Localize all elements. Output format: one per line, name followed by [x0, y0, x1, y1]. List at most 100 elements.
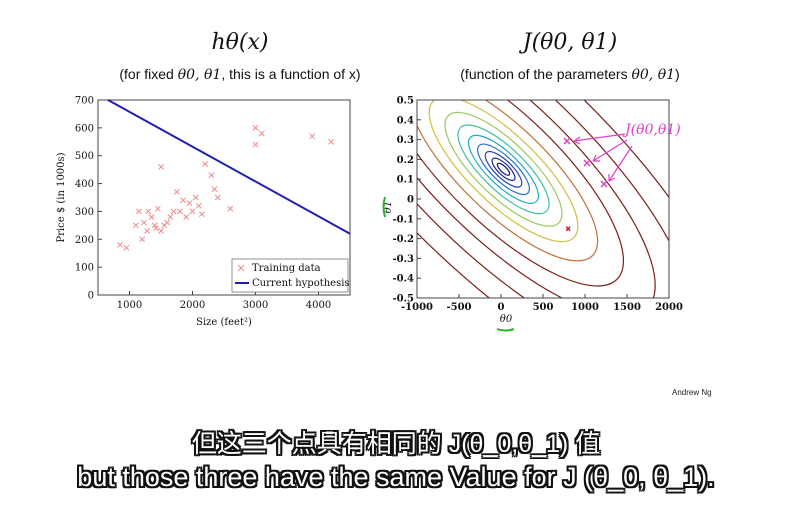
- data-point: [328, 138, 335, 145]
- y-tick-label: -0.5: [392, 294, 414, 305]
- data-point: [154, 205, 161, 212]
- right-title: J(θ0, θ1): [522, 30, 618, 55]
- data-point-stroke: [154, 205, 161, 212]
- data-point-stroke: [170, 208, 177, 215]
- data-point: [158, 227, 164, 234]
- data-point: [135, 208, 142, 215]
- y-tick-label: 0.4: [397, 115, 414, 126]
- data-point-stroke: [135, 208, 142, 215]
- y-axis-label: Price $ (in 1000s): [56, 152, 67, 242]
- right-subtitle-pre: (function of the parameters: [460, 66, 632, 82]
- left-subtitle-post: , this is a function of x): [221, 66, 361, 82]
- legend-label: Current hypothesis: [252, 278, 350, 289]
- right-subtitle-math: θ0, θ1: [631, 67, 676, 83]
- data-point: [195, 202, 202, 209]
- data-point-stroke: [141, 219, 147, 226]
- data-point-stroke: [258, 130, 265, 137]
- annotation-x: [600, 180, 608, 188]
- data-point-stroke: [158, 163, 164, 170]
- data-point: [252, 124, 259, 131]
- data-point-stroke: [189, 208, 196, 215]
- data-point: [164, 219, 171, 226]
- annotation-x: [583, 159, 591, 167]
- x-tick-label: 500: [533, 302, 554, 313]
- data-point-stroke: [180, 197, 187, 204]
- data-point-stroke: [183, 214, 190, 220]
- data-point-stroke: [117, 241, 124, 248]
- y-tick-label: 400: [75, 179, 94, 190]
- data-point-stroke: [132, 222, 139, 229]
- data-point: [211, 186, 218, 193]
- annotation-x: [563, 137, 571, 145]
- data-point: [186, 200, 193, 207]
- hypothesis-line: [107, 99, 351, 235]
- legend-marker: [237, 264, 245, 272]
- data-point: [214, 194, 221, 201]
- x-tick-label: 3000: [243, 300, 268, 311]
- x-axis-label: θ0: [500, 314, 513, 325]
- data-point-stroke: [123, 244, 130, 251]
- y-tick-label: 600: [75, 123, 94, 134]
- data-point: [145, 208, 152, 215]
- contour-line: [477, 143, 530, 196]
- annotation-arrow: [592, 139, 628, 162]
- data-point-stroke: [173, 188, 180, 195]
- data-point-stroke: [158, 227, 164, 234]
- data-point: [153, 225, 159, 232]
- data-point: [192, 194, 199, 201]
- y-tick-label: 200: [75, 235, 94, 246]
- data-point-stroke: [151, 222, 158, 229]
- data-point-stroke: [227, 205, 234, 212]
- left-subtitle: (for fixed θ0, θ1, this is a function of…: [70, 66, 410, 83]
- data-point: [144, 227, 151, 234]
- legend-box: [231, 258, 349, 293]
- data-point-stroke: [164, 219, 171, 226]
- contour-line: [457, 124, 550, 215]
- contour-line: [496, 162, 511, 176]
- data-point-stroke: [214, 194, 221, 201]
- y-tick-label: -0.4: [392, 274, 414, 285]
- data-point: [170, 208, 177, 215]
- y-tick-label: 0.1: [397, 175, 414, 186]
- data-point-stroke: [139, 236, 146, 243]
- contour-line: [468, 134, 540, 204]
- x-tick-label: 2000: [655, 302, 683, 313]
- contour-line: [417, 100, 656, 298]
- watermark: @稀土掘金技术社区: [628, 500, 746, 515]
- data-point-stroke: [252, 141, 259, 148]
- contour-line: [444, 111, 563, 227]
- contour-line: [484, 150, 523, 188]
- data-point: [189, 208, 196, 215]
- y-tick-label: 700: [75, 96, 94, 107]
- x-tick-label: 1500: [613, 302, 641, 313]
- x-tick-label: -500: [446, 302, 471, 313]
- data-point: [180, 197, 187, 204]
- annotation-label: J(θ0,θ1): [622, 122, 681, 138]
- data-point-stroke: [148, 214, 155, 220]
- plot-background: [417, 100, 669, 298]
- x-tick-label: 0: [498, 302, 505, 313]
- annotation-arrow: [573, 133, 626, 145]
- left-title: hθ(x): [211, 30, 269, 55]
- data-point: [208, 172, 215, 179]
- data-point: [167, 214, 174, 220]
- data-point-stroke: [211, 186, 218, 193]
- data-point: [148, 214, 155, 220]
- x-axis-label: Size (feet²): [196, 317, 252, 328]
- data-point-stroke: [176, 208, 183, 215]
- data-point-stroke: [195, 202, 202, 209]
- y-tick-label: 0.2: [397, 155, 414, 166]
- x-tick-label: -1000: [401, 302, 433, 313]
- right-subtitle: (function of the parameters θ0, θ1): [400, 66, 740, 83]
- data-point: [141, 219, 147, 226]
- data-point-stroke: [309, 133, 316, 140]
- contour-line: [417, 100, 599, 262]
- data-point: [198, 211, 205, 218]
- y-label-underline: [382, 196, 386, 218]
- y-tick-label: 0.3: [397, 135, 414, 146]
- contour-line: [491, 157, 516, 182]
- annotation-arrow: [608, 145, 633, 182]
- data-point: [258, 130, 265, 137]
- y-tick-label: 100: [75, 263, 94, 274]
- data-point: [252, 141, 259, 148]
